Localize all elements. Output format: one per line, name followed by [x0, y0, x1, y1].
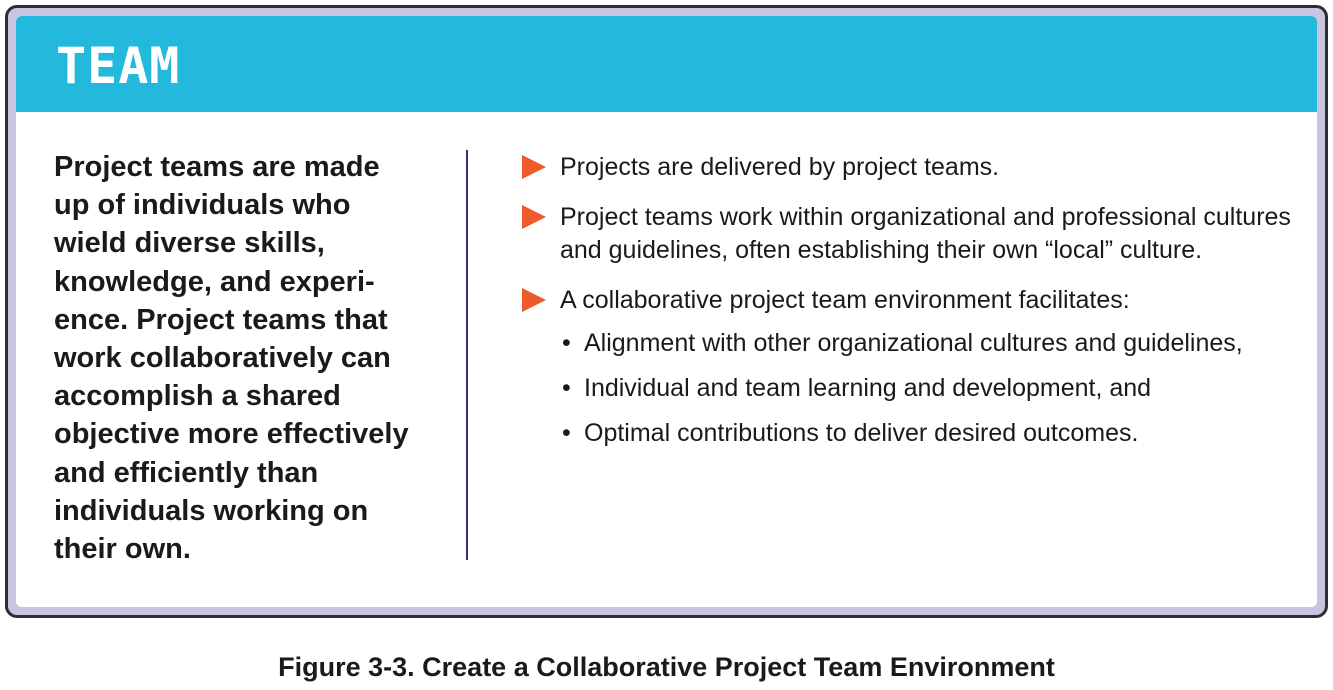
bullet-dot-icon: •: [562, 374, 571, 402]
bullet-text: Projects are delivered by project teams.: [560, 153, 1000, 181]
sub-bullet-text: Individual and team learning and develop…: [584, 374, 1152, 402]
bullet-text: A collaborative project team environment…: [560, 286, 1130, 314]
header-title: TEAM: [56, 37, 181, 95]
summary-text: Project teams are made up of individuals…: [54, 151, 409, 566]
figure-caption: Figure 3-3. Create a Collaborative Proje…: [278, 652, 1055, 682]
vertical-divider: [466, 150, 468, 560]
sub-bullet-item: • Individual and team learning and devel…: [560, 372, 1302, 405]
sub-bullet-list: • Alignment with other organizational cu…: [560, 327, 1302, 450]
triangle-arrow-icon: [522, 155, 546, 179]
sub-bullet-item: • Optimal contributions to deliver desir…: [560, 417, 1302, 450]
bullet-item: Projects are delivered by project teams.: [522, 151, 1302, 184]
bullet-dot-icon: •: [562, 329, 571, 357]
triangle-arrow-icon: [522, 288, 546, 312]
bullet-item: A collaborative project team environment…: [522, 284, 1302, 450]
sub-bullet-item: • Alignment with other organizational cu…: [560, 327, 1302, 360]
bullet-text: Project teams work within organizational…: [560, 203, 1291, 264]
team-card: TEAM Project teams are made up of indivi…: [16, 16, 1317, 607]
bullet-dot-icon: •: [562, 419, 571, 447]
sub-bullet-text: Alignment with other organizational cult…: [584, 329, 1243, 357]
triangle-arrow-icon: [522, 205, 546, 229]
header-banner: TEAM: [16, 16, 1317, 112]
figure-frame: TEAM Project teams are made up of indivi…: [5, 5, 1328, 618]
bullet-item: Project teams work within organizational…: [522, 201, 1302, 267]
sub-bullet-text: Optimal contributions to deliver desired…: [584, 419, 1139, 447]
bullet-list: Projects are delivered by project teams.…: [522, 151, 1302, 467]
